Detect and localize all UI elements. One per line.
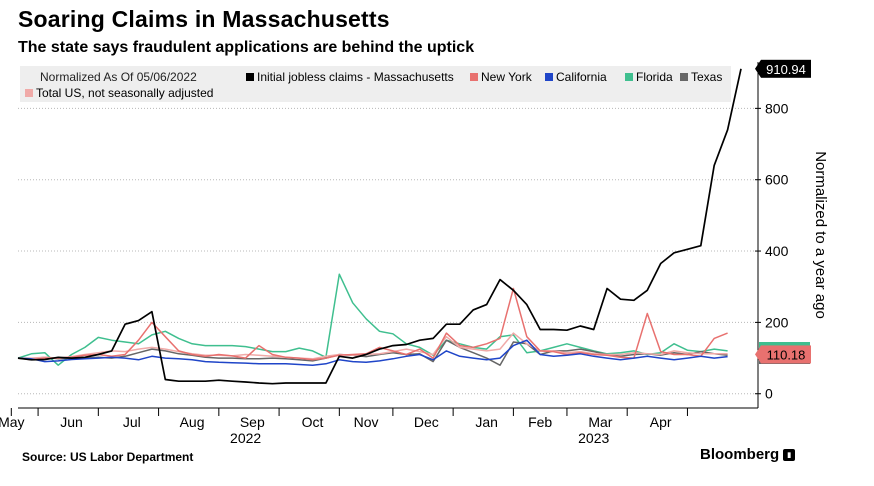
- y-tick-label: 0: [765, 386, 773, 402]
- x-tick-label: May: [0, 414, 25, 430]
- end-label-text: 910.94: [766, 62, 806, 77]
- y-tick-label: 600: [765, 172, 789, 188]
- series-line-initial-jobless-claims-massachusetts: [17, 68, 742, 385]
- end-label: 910.94: [755, 59, 811, 78]
- brand-name: Bloomberg: [700, 446, 780, 463]
- legend-label: Initial jobless claims - Massachusetts: [257, 70, 454, 84]
- end-label-pointer: [755, 345, 761, 364]
- legend-swatch: [680, 73, 688, 81]
- legend-label: California: [556, 70, 607, 84]
- axes: 0 200 400 600 800 Normalized to a year ago May…: [0, 62, 829, 446]
- legend-note: Normalized As Of 05/06/2022: [40, 70, 197, 84]
- y-tick-label: 800: [765, 100, 789, 116]
- series-line-total-us-not-seasonally-adjusted: [18, 332, 728, 360]
- x-tick-label: Oct: [302, 414, 324, 430]
- legend-item-new-york: New York: [470, 70, 532, 84]
- legend-swatch: [470, 73, 478, 81]
- x-tick-label: Sep: [240, 414, 265, 430]
- x-tick-label: Jan: [475, 414, 498, 430]
- legend-item-massachusetts: Initial jobless claims - Massachusetts: [246, 70, 454, 84]
- legend-swatch: [545, 73, 553, 81]
- x-tick-label: Apr: [650, 414, 672, 430]
- legend-swatch: [625, 73, 633, 81]
- end-label-text: 110.18: [767, 347, 806, 362]
- end-value-labels: 910.94 110.18: [755, 59, 811, 364]
- x-tick-label: Mar: [588, 414, 612, 430]
- source-note: Source: US Labor Department: [22, 450, 194, 464]
- y-tick-label: 400: [765, 243, 789, 259]
- x-tick-label: Nov: [354, 414, 379, 430]
- end-label-box: [761, 59, 811, 78]
- end-label-pointer: [755, 59, 761, 78]
- legend-label: Texas: [691, 70, 723, 84]
- series-line-new-york: [17, 287, 728, 361]
- legend-label: Florida: [636, 70, 673, 84]
- y-tick-label: 200: [765, 314, 789, 330]
- x-tick-label: Aug: [180, 414, 205, 430]
- legend-label: New York: [481, 70, 532, 84]
- legend-swatch: [25, 89, 33, 97]
- legend-swatch: [246, 73, 254, 81]
- series-lines: [17, 68, 742, 385]
- x-year-label: 2022: [230, 430, 261, 446]
- legend-item-florida: Florida: [625, 70, 673, 84]
- legend-item-california: California: [545, 70, 607, 84]
- chart-title: Soaring Claims in Massachusetts: [18, 6, 390, 32]
- x-tick-label: Jul: [123, 414, 141, 430]
- y-axis-label: Normalized to a year ago: [812, 151, 829, 319]
- x-tick-label: Jun: [60, 414, 83, 430]
- legend: Normalized As Of 05/06/2022 Initial jobl…: [20, 66, 731, 102]
- legend-label: Total US, not seasonally adjusted: [36, 86, 214, 100]
- x-year-label: 2023: [578, 430, 609, 446]
- legend-item-texas: Texas: [680, 70, 722, 84]
- x-tick-label: Dec: [414, 414, 439, 430]
- gridlines: [18, 107, 760, 395]
- bloomberg-icon: ▮: [783, 448, 796, 461]
- series-line-california: [17, 339, 728, 366]
- chart-subtitle: The state says fraudulent applications a…: [18, 39, 475, 56]
- end-label: 110.18: [755, 345, 811, 364]
- x-tick-label: Feb: [528, 414, 552, 430]
- bloomberg-logo: Bloomberg ▮: [700, 446, 796, 463]
- legend-item-total-us: Total US, not seasonally adjusted: [25, 86, 213, 100]
- end-label-box: [761, 345, 811, 364]
